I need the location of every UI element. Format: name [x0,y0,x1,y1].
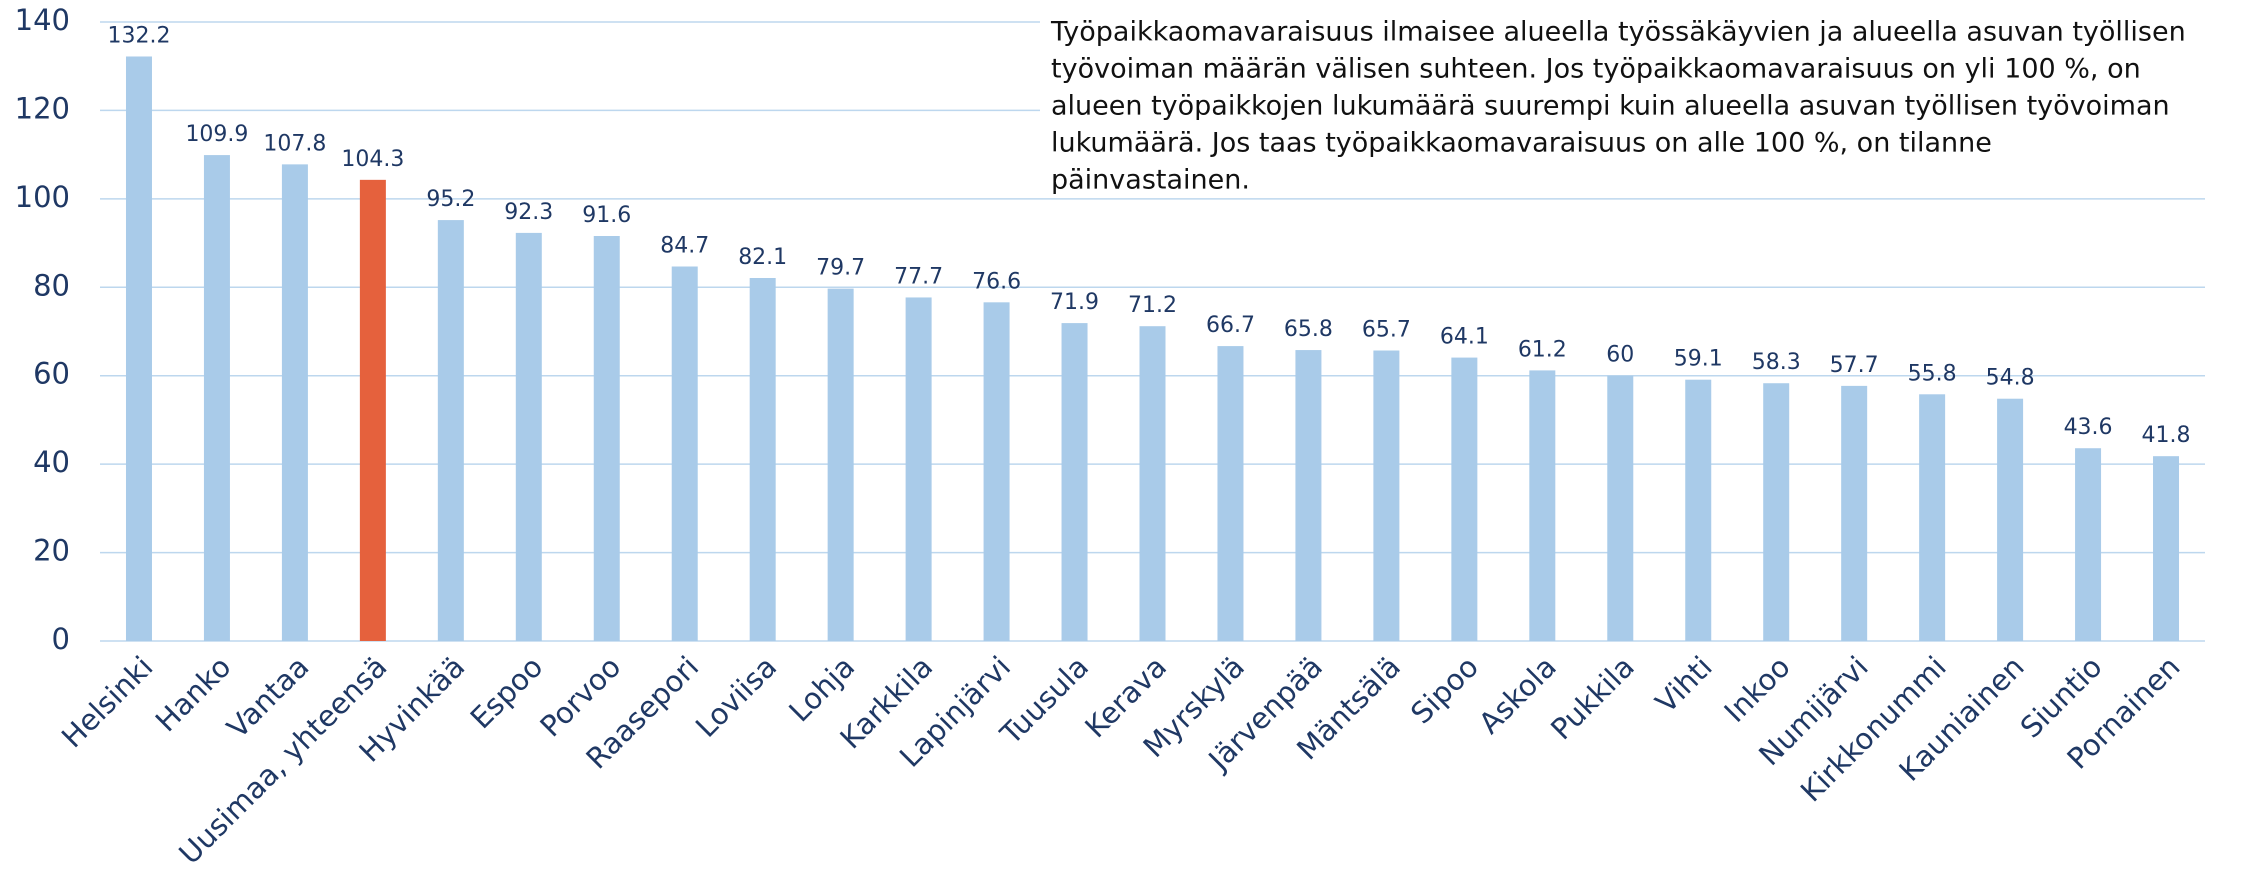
x-tick-label: Helsinki [55,650,160,755]
value-label: 132.2 [107,23,170,48]
annotation-line: lukumäärä. Jos taas työpaikkaomavaraisuu… [1051,128,1992,159]
value-label: 43.6 [2064,415,2113,440]
bar [1139,326,1166,641]
y-tick-label: 20 [33,534,70,568]
value-label: 76.6 [972,269,1021,294]
value-label: 54.8 [1986,366,2035,391]
bar [203,155,230,641]
value-label: 71.9 [1050,290,1099,315]
value-label: 71.2 [1128,293,1177,318]
bar [1763,383,1790,641]
bar [437,220,464,641]
bar [905,297,932,641]
value-label: 79.7 [816,256,865,281]
value-label: 95.2 [426,187,475,212]
bar [1217,346,1244,641]
annotation-line: työvoiman määrän välisen suhteen. Jos ty… [1051,54,2141,85]
bar [593,235,620,642]
y-tick-label: 0 [52,622,70,656]
value-label: 41.8 [2142,423,2191,448]
bar [1841,385,1868,641]
bar [749,278,776,641]
bar [1607,375,1634,641]
value-label: 92.3 [504,200,553,225]
value-label: 57.7 [1830,353,1879,378]
bar [125,56,152,642]
annotation-line: Työpaikkaomavaraisuus ilmaisee alueella … [1050,17,2186,48]
x-tick-label: Sipoo [1404,650,1485,731]
annotation-line: päinvastainen. [1051,165,1250,196]
value-label: 65.7 [1362,318,1411,343]
x-tick-label: Vihti [1649,650,1719,720]
annotation-line: alueen työpaikkojen lukumäärä suurempi k… [1051,91,2170,122]
bar [281,164,308,641]
bar [827,288,854,641]
y-tick-label: 140 [15,3,70,37]
value-label: 58.3 [1752,350,1801,375]
bar [1997,398,2024,641]
value-label: 104.3 [341,147,404,172]
value-label: 60 [1606,343,1634,368]
value-label: 84.7 [660,234,709,259]
value-label: 77.7 [894,264,943,289]
y-tick-label: 100 [15,180,70,214]
value-label: 91.6 [582,203,631,228]
value-label: 55.8 [1908,361,1957,386]
y-tick-label: 40 [33,445,70,479]
bar [1919,394,1946,641]
annotation-background [1040,8,2240,198]
value-label: 61.2 [1518,337,1567,362]
value-label: 109.9 [185,122,248,147]
x-tick-label: Loviisa [689,650,783,744]
bar [1685,379,1712,641]
bar [2075,448,2102,641]
value-label: 82.1 [738,245,787,270]
bar [1373,350,1400,641]
bar [671,266,698,641]
y-tick-label: 120 [15,91,70,125]
value-label: 66.7 [1206,313,1255,338]
bar [515,232,542,641]
bar [1295,350,1322,641]
x-tick-label: Pukkila [1544,650,1641,747]
value-label: 59.1 [1674,347,1723,372]
value-label: 64.1 [1440,325,1489,350]
y-tick-label: 80 [33,268,70,302]
y-tick-label: 60 [33,357,70,391]
bar [983,302,1010,641]
value-label: 65.8 [1284,317,1333,342]
bar [1529,370,1556,641]
bar [1061,323,1088,641]
bar [2153,456,2180,641]
bar [1451,357,1478,641]
bar [359,179,386,641]
value-label: 107.8 [263,131,326,156]
